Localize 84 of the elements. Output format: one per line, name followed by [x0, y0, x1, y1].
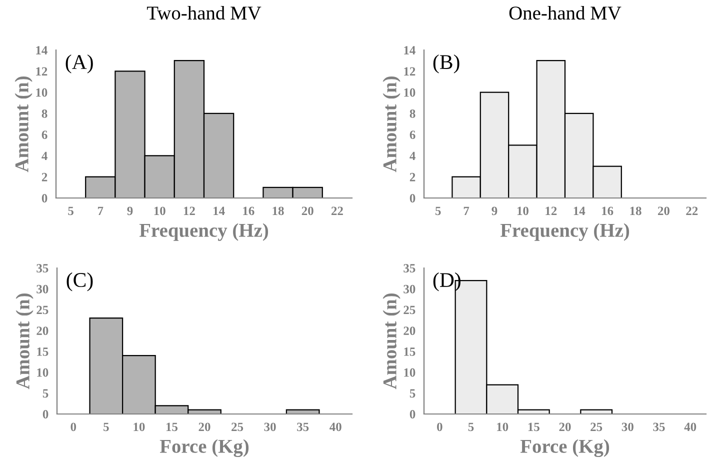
y-tick-label: 6 [410, 130, 416, 140]
x-tick-label: 12 [184, 206, 195, 216]
x-tick-label: 5 [68, 206, 74, 216]
x-tick-label: 18 [272, 206, 284, 216]
x-tick-label: 10 [134, 422, 145, 432]
x-tick-label: 10 [497, 422, 508, 432]
x-tick-label: 40 [330, 422, 342, 432]
y-tick-label: 10 [37, 368, 48, 377]
x-tick-label: 9 [492, 206, 498, 216]
y-tick-label: 30 [36, 284, 48, 294]
y-tick-label: 5 [410, 389, 416, 398]
annotation: (B) [433, 54, 460, 74]
x-tick-label: 25 [590, 422, 602, 432]
x-tick-label: 20 [559, 422, 571, 432]
annotation: (C) [66, 272, 93, 292]
x-tick-label: 30 [622, 422, 634, 432]
x-tick-label: 15 [528, 422, 540, 432]
y-tick-label: 2 [410, 172, 416, 182]
x-tick-label: 7 [464, 206, 470, 216]
x-tick-label: 40 [684, 422, 696, 432]
annotation: (A) [66, 54, 93, 74]
x-tick-label: 15 [166, 422, 178, 432]
x-tick-label: 0 [70, 422, 76, 432]
y-tick-label: 8 [42, 109, 48, 118]
y-tick-label: 0 [42, 410, 48, 418]
x-axis-title: Force (Kg) [520, 439, 610, 458]
x-tick-label: 10 [154, 206, 166, 216]
x-tick-label: 14 [214, 206, 225, 216]
y-tick-label: 2 [42, 172, 48, 182]
y-tick-label: 14 [404, 46, 416, 54]
x-tick-label: 18 [630, 206, 642, 216]
x-tick-label: 22 [686, 206, 698, 216]
chart-title: One-hand MV [509, 6, 622, 20]
x-tick-label: 20 [658, 206, 670, 216]
y-tick-label: 0 [42, 194, 48, 202]
y-tick-label: 30 [404, 284, 416, 294]
x-tick-label: 7 [98, 206, 104, 216]
y-axis-title: Amount (n) [14, 76, 32, 172]
y-tick-label: 12 [36, 67, 48, 76]
y-axis-title: Amount (n) [16, 294, 34, 390]
y-tick-label: 10 [404, 368, 416, 377]
y-axis-title: Amount (n) [382, 294, 400, 390]
x-tick-label: 30 [264, 422, 276, 432]
x-tick-label: 16 [602, 206, 614, 216]
x-axis-title: Frequency (Hz) [139, 223, 268, 241]
y-tick-label: 14 [36, 46, 48, 54]
x-tick-label: 0 [437, 422, 442, 432]
y-tick-label: 10 [36, 88, 48, 97]
x-axis-title: Force (Kg) [160, 439, 249, 458]
x-tick-label: 35 [653, 422, 665, 432]
x-tick-label: 5 [468, 422, 474, 432]
annotation: (D) [433, 272, 460, 292]
x-tick-label: 5 [104, 422, 109, 432]
y-tick-label: 4 [42, 152, 48, 160]
y-tick-label: 20 [404, 326, 416, 336]
y-tick-label: 12 [404, 67, 416, 76]
x-tick-label: 16 [243, 206, 254, 216]
x-tick-label: 22 [331, 206, 343, 216]
y-tick-label: 25 [36, 306, 48, 314]
y-tick-label: 10 [404, 88, 416, 97]
x-tick-label: 5 [435, 206, 441, 216]
y-tick-label: 5 [42, 389, 48, 398]
y-tick-label: 6 [42, 130, 48, 140]
x-tick-label: 12 [546, 206, 557, 216]
y-tick-label: 15 [404, 348, 416, 356]
y-tick-label: 20 [36, 326, 48, 336]
y-tick-label: 0 [410, 410, 416, 418]
y-tick-label: 35 [36, 264, 48, 272]
x-tick-label: 10 [517, 206, 528, 216]
x-tick-label: 20 [302, 206, 314, 216]
y-tick-label: 8 [410, 109, 416, 118]
y-tick-label: 35 [404, 264, 416, 272]
chart-title: Two-hand MV [146, 6, 262, 20]
x-tick-label: 14 [574, 206, 586, 216]
y-axis-title: Amount (n) [382, 76, 400, 172]
y-tick-label: 0 [410, 194, 416, 202]
x-tick-label: 20 [198, 422, 210, 432]
x-tick-label: 9 [127, 206, 133, 216]
y-tick-label: 25 [404, 306, 416, 314]
y-tick-label: 15 [37, 348, 48, 356]
x-axis-title: Frequency (Hz) [500, 223, 630, 241]
x-tick-label: 35 [297, 422, 309, 432]
x-tick-label: 25 [232, 422, 244, 432]
y-tick-label: 4 [410, 152, 416, 160]
